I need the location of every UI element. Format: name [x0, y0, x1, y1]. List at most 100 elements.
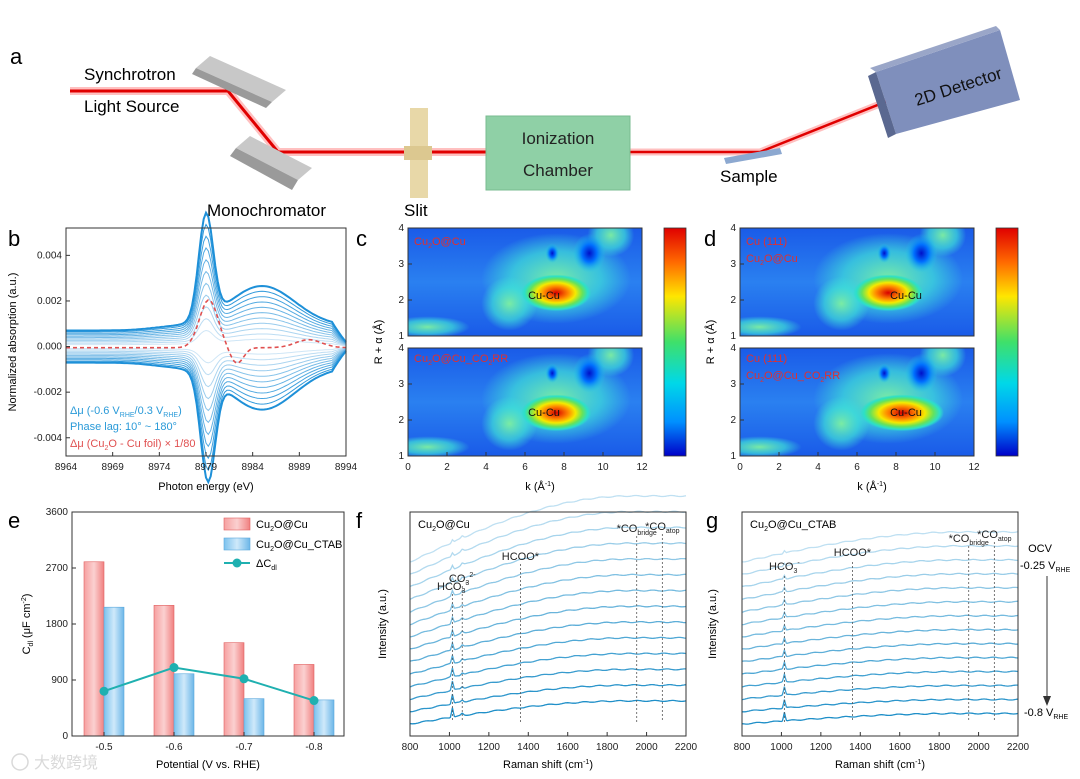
b-xtick-label: 8984: [242, 462, 265, 473]
b-ytick-label: 0.004: [37, 250, 62, 261]
heatmap-peak: [859, 394, 944, 432]
raman-spectrum: [409, 589, 687, 638]
raman-spectrum: [409, 683, 687, 713]
panel-e-chart: e 0 900 1800 2700 3600 -0.5 -0.6 -0.7 -0.8 Poten…: [8, 507, 345, 771]
raman-xtick-label: 1600: [557, 742, 580, 753]
b-legend-1: Δμ (-0.6 VRHE/0.3 VRHE): [70, 405, 182, 419]
raman-spectrum: [741, 572, 1019, 601]
e-bars: 0 900 1800 2700 3600 -0.5 -0.6 -0.7 -0.8: [46, 507, 335, 753]
b-curve: [66, 348, 347, 424]
b-curve: [66, 235, 347, 344]
e-ytick-label: 900: [51, 675, 68, 686]
e-ytick-label: 0: [62, 731, 68, 742]
raman-xtick-label: 1600: [889, 742, 912, 753]
heatmap-ytick-label: 3: [730, 379, 736, 390]
heatmap-xtick-label: 6: [854, 462, 860, 473]
raman-spectrum: [741, 586, 1019, 613]
raman-marker-label: *CObridge: [949, 533, 989, 547]
ionization-label-1: Ionization: [522, 129, 595, 148]
heatmap-hole: [877, 243, 892, 263]
heatmap-hole: [545, 243, 560, 263]
ionization-label-2: Chamber: [523, 161, 593, 180]
g-xlabel: Raman shift (cm-1): [835, 759, 925, 771]
b-curve: [66, 318, 347, 347]
g-title: Cu2O@Cu_CTAB: [750, 519, 836, 533]
e-bar-cu2o-ctab: [103, 606, 125, 737]
e-xlabel: Potential (V vs. RHE): [156, 759, 260, 771]
raman-spectrum: [741, 558, 1018, 588]
b-curve: [66, 347, 347, 400]
monochromator-crystal: [230, 136, 312, 190]
heatmap-xtick-label: 0: [405, 462, 411, 473]
raman-spectrum: [741, 544, 1019, 575]
d-colorbar: [995, 227, 1019, 457]
heatmap-ytick-label: 4: [730, 343, 736, 354]
g-top-potential: -0.25 VRHE: [1020, 560, 1071, 574]
raman-spectrum: [742, 530, 1019, 563]
raman-spectrum: [741, 684, 1018, 701]
heatmap-hole: [572, 233, 606, 273]
f-ylabel: Intensity (a.u.): [377, 589, 389, 659]
raman-xtick-label: 1000: [770, 742, 793, 753]
b-xtick-label: 8969: [102, 462, 125, 473]
heatmap-xtick-label: 10: [597, 462, 609, 473]
g-arrow-head: [1043, 696, 1051, 706]
b-reference-curve: [66, 298, 347, 364]
heatmap-xtick-label: 10: [929, 462, 941, 473]
heatmap-ytick-label: 3: [398, 379, 404, 390]
2d-detector: [868, 26, 1020, 138]
d-top-ref: Cu (111): [746, 236, 787, 248]
raman-spectrum: [742, 614, 1019, 638]
raman-xtick-label: 1200: [810, 742, 833, 753]
heatmap-ytick-label: 2: [730, 295, 736, 306]
slit: [404, 108, 432, 198]
d-maps-bottom: 1 2 3 4: [730, 343, 975, 462]
raman-spectrum: [742, 698, 1019, 713]
e-legend-label-2: Cu2O@Cu_CTAB: [256, 539, 342, 553]
heatmap-glow: [408, 316, 470, 336]
watermark: 大数跨境: [11, 753, 98, 772]
d-ylabel: R + α (Å): [704, 320, 717, 365]
raman-spectrum: [741, 642, 1018, 662]
raman-xtick-label: 1800: [928, 742, 951, 753]
raman-spectrum: [409, 636, 687, 675]
b-curve: [66, 282, 347, 345]
xray-beam: [70, 89, 488, 154]
raman-marker-label: HCOO*: [834, 547, 872, 559]
heatmap-xtick-label: 2: [444, 462, 450, 473]
heatmap-peak: [521, 274, 592, 312]
e-legend-swatch-2: [223, 537, 251, 551]
heatmap-xtick-label: 0: [737, 462, 743, 473]
synchrotron-label-1: Synchrotron: [84, 65, 176, 84]
e-bar-cu2o-cu: [83, 561, 105, 737]
raman-marker-label: *COatop: [977, 529, 1012, 543]
heatmap-xtick-label: 8: [561, 462, 567, 473]
heatmap-xtick-label: 6: [522, 462, 528, 473]
sample-slab: [724, 148, 782, 164]
c-top-labels: Cu2O@Cu Cu-Cu: [414, 236, 560, 302]
raman-marker-label: HCO3-: [437, 580, 468, 595]
c-bottom-sample: Cu2O@Cu_CO2RR: [414, 353, 508, 367]
watermark-logo-icon: [11, 753, 29, 771]
raman-spectrum: [409, 620, 686, 662]
raman-marker-label: *COatop: [645, 521, 680, 535]
b-ytick-label: -0.002: [34, 387, 63, 398]
heatmap-xtick-label: 4: [483, 462, 489, 473]
e-legend-marker: [232, 558, 242, 568]
heatmap-peak: [853, 274, 924, 312]
heatmap-ytick-label: 2: [398, 295, 404, 306]
b-legend-3: Δμ (Cu2O - Cu foil) × 1/80: [70, 438, 196, 452]
c-ylabel: R + α (Å): [372, 320, 385, 365]
e-xtick-label: -0.5: [95, 742, 113, 753]
raman-spectrum: [409, 605, 687, 650]
raman-xtick-label: 800: [734, 742, 751, 753]
b-axes: 8964 8969 8974 8979 8984 8989 8994 0.004 0.002 0.…: [34, 250, 358, 473]
e-delta-point: [309, 696, 319, 706]
c-xlabel: k (Å-1): [525, 480, 554, 493]
e-legend-label-1: Cu2O@Cu: [256, 519, 308, 533]
b-xtick-label: 8964: [55, 462, 78, 473]
